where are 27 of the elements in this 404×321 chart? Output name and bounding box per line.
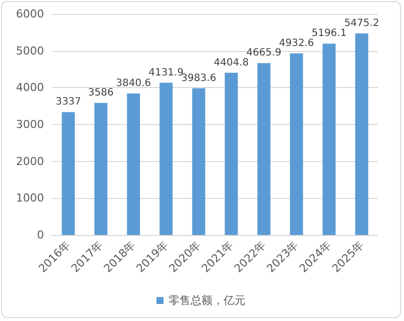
y-tick-label: 2000 <box>16 154 44 168</box>
bar <box>322 44 336 235</box>
bar <box>290 53 304 235</box>
bar <box>192 88 206 235</box>
y-tick-label: 6000 <box>16 8 44 20</box>
bar <box>257 63 270 235</box>
data-label: 3840.6 <box>116 78 151 90</box>
data-label: 5196.1 <box>312 28 347 40</box>
data-label: 4665.9 <box>246 48 282 59</box>
data-label: 3337 <box>56 96 82 108</box>
bar <box>160 82 173 235</box>
data-label: 4131.9 <box>148 67 184 78</box>
y-tick-label: 3000 <box>16 118 44 131</box>
data-label: 4932.6 <box>279 38 314 49</box>
y-tick-label: 1000 <box>16 192 44 205</box>
y-tick-label: 0 <box>37 228 44 242</box>
bar <box>94 102 108 235</box>
bar <box>62 112 75 235</box>
y-tick-label: 5000 <box>16 44 44 58</box>
bar <box>126 94 140 235</box>
bar <box>224 72 238 235</box>
data-label: 3586 <box>88 87 114 98</box>
bar <box>355 33 368 235</box>
data-label: 4404.8 <box>214 57 249 68</box>
y-tick-label: 4000 <box>16 81 44 94</box>
legend-label: 零售总额，亿元 <box>168 294 246 307</box>
data-label: 5475.2 <box>344 18 380 29</box>
